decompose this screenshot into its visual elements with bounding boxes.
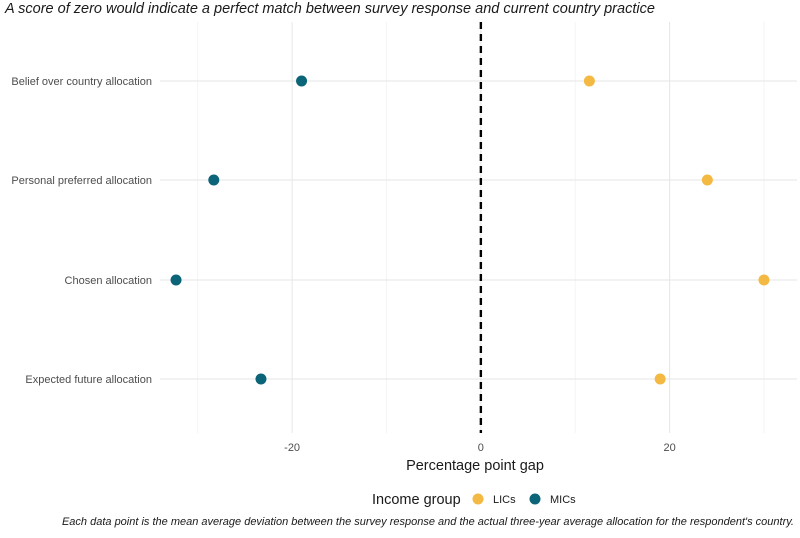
category-label: Expected future allocation: [25, 374, 152, 386]
category-label: Chosen allocation: [65, 275, 152, 287]
category-label: Personal preferred allocation: [11, 175, 152, 187]
chart-subtitle: A score of zero would indicate a perfect…: [5, 1, 655, 17]
legend-key-lics: [472, 493, 484, 505]
data-point-lics: [583, 75, 595, 87]
data-point-mics: [255, 373, 267, 385]
category-label: Belief over country allocation: [11, 76, 152, 88]
data-point-mics: [170, 274, 182, 286]
legend-label-mics: MICs: [550, 494, 576, 506]
grid-lines: [160, 22, 797, 433]
x-tick-labels: -20 0 20: [284, 442, 676, 454]
legend-key-mics: [529, 493, 541, 505]
x-tick-label: -20: [284, 442, 300, 454]
legend-label-lics: LICs: [493, 494, 516, 506]
data-point-lics: [701, 174, 713, 186]
legend: Income group LICs MICs: [372, 492, 576, 508]
data-point-lics: [758, 274, 770, 286]
chart-caption: Each data point is the mean average devi…: [61, 516, 794, 528]
category-labels: Belief over country allocation Personal p…: [11, 76, 152, 386]
x-tick-label: 0: [478, 442, 484, 454]
data-points: [170, 75, 770, 385]
legend-title: Income group: [372, 492, 461, 508]
x-tick-label: 20: [663, 442, 675, 454]
x-axis-label: Percentage point gap: [406, 458, 544, 474]
data-point-mics: [296, 75, 308, 87]
data-point-mics: [208, 174, 220, 186]
data-point-lics: [654, 373, 666, 385]
